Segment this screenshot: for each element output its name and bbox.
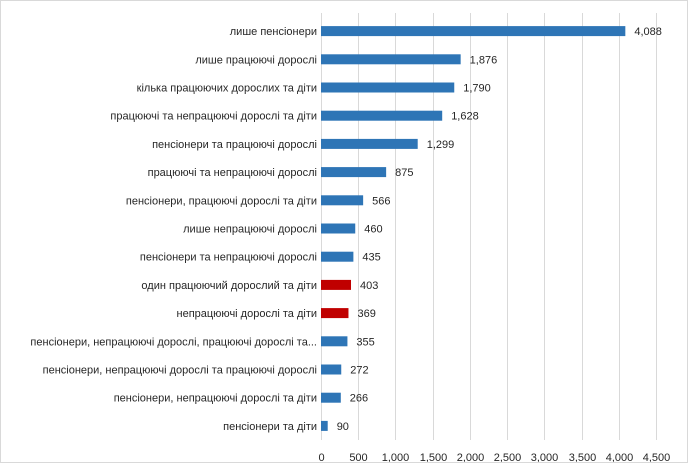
value-label: 566 xyxy=(372,195,390,207)
bar xyxy=(321,223,356,234)
category-label: лише пенсіонери xyxy=(230,26,317,38)
x-tick-label: 3,500 xyxy=(569,452,597,462)
x-tick-label: 4,000 xyxy=(606,452,634,462)
bar xyxy=(321,392,341,403)
bar xyxy=(321,26,626,37)
x-axis-tick-labels: 0 500 1,000 1,500 2,000 2,500 3,000 3,500 4,000 4… xyxy=(318,452,670,462)
bar xyxy=(321,251,354,262)
value-label: 355 xyxy=(356,336,374,348)
category-label: пенсіонери, непрацюючі дорослі та працюю… xyxy=(43,365,317,377)
bar xyxy=(321,54,461,65)
x-tick-label: 4,500 xyxy=(643,452,671,462)
bars xyxy=(321,26,626,431)
category-label: кілька працюючих дорослих та діти xyxy=(137,83,317,95)
category-label: один працюючий дорослий та діти xyxy=(141,280,317,292)
bar xyxy=(321,279,352,290)
x-tick-label: 2,000 xyxy=(457,452,485,462)
value-label: 369 xyxy=(357,308,375,320)
category-label: непрацюючі дорослі та діти xyxy=(177,308,318,320)
x-tick-label: 2,500 xyxy=(494,452,522,462)
value-label: 266 xyxy=(350,393,368,405)
x-tick-label: 3,000 xyxy=(531,452,559,462)
bar xyxy=(321,110,443,121)
category-label: пенсіонери та працюючі дорослі xyxy=(152,139,317,151)
bar xyxy=(321,82,455,93)
category-label: лише непрацюючі дорослі xyxy=(183,224,317,236)
bar xyxy=(321,308,349,319)
value-label: 272 xyxy=(350,365,368,377)
bar xyxy=(321,420,328,431)
x-tick-label: 500 xyxy=(349,452,367,462)
category-label: пенсіонери, непрацюючі дорослі, працюючі… xyxy=(30,336,317,348)
bar xyxy=(321,138,418,149)
value-label: 435 xyxy=(362,252,380,264)
category-label: пенсіонери, непрацюючі дорослі та діти xyxy=(114,393,317,405)
value-label: 4,088 xyxy=(634,26,662,38)
category-label: пенсіонери, працюючі дорослі та діти xyxy=(126,195,317,207)
category-label: працюючі та непрацюючі дорослі та діти xyxy=(110,111,317,123)
x-tick-label: 1,000 xyxy=(382,452,410,462)
value-label: 1,790 xyxy=(463,83,491,95)
value-label: 90 xyxy=(337,421,349,433)
x-tick-label: 0 xyxy=(318,452,324,462)
value-label: 460 xyxy=(364,224,382,236)
bar xyxy=(321,364,342,375)
value-label: 1,299 xyxy=(427,139,455,151)
value-labels: 4,088 1,876 1,790 1,628 1,299 875 566 460 435 403… xyxy=(337,26,662,433)
category-label: пенсіонери та непрацюючі дорослі xyxy=(140,252,317,264)
bar xyxy=(321,195,364,206)
category-label: лише працюючі дорослі xyxy=(195,54,317,66)
category-label: пенсіонери та діти xyxy=(223,421,317,433)
value-label: 403 xyxy=(360,280,378,292)
value-label: 1,876 xyxy=(470,54,498,66)
bar xyxy=(321,167,387,178)
bar xyxy=(321,336,348,347)
category-label: працюючі та непрацюючі дорослі xyxy=(148,167,317,179)
value-label: 1,628 xyxy=(451,111,479,123)
value-label: 875 xyxy=(395,167,413,179)
category-labels: лише пенсіонери лише працюючі дорослі кіль… xyxy=(30,26,317,433)
x-tick-label: 1,500 xyxy=(420,452,448,462)
